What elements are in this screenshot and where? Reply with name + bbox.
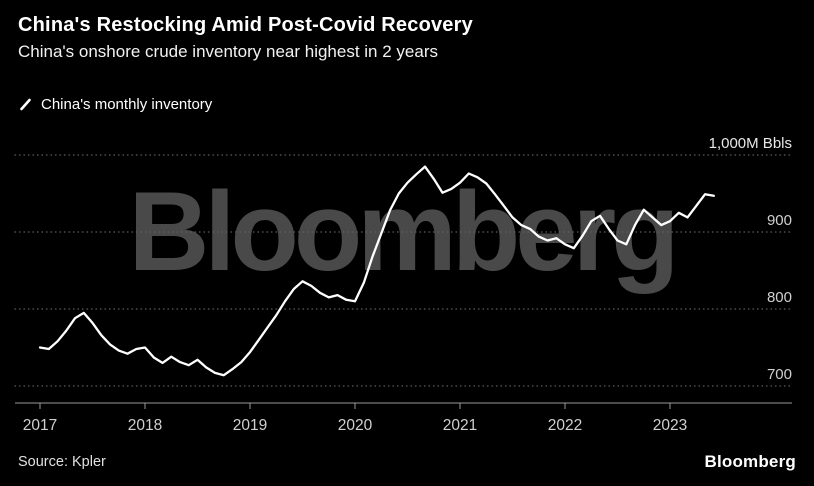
y-axis-label: 700 [767, 366, 792, 383]
legend-line-icon [20, 98, 31, 111]
x-axis-label: 2022 [548, 417, 582, 434]
legend: China's monthly inventory [18, 96, 212, 113]
chart-subtitle: China's onshore crude inventory near hig… [18, 42, 438, 61]
legend-label: China's monthly inventory [41, 96, 213, 113]
bloomberg-logo: Bloomberg [704, 452, 796, 471]
x-axis-label: 2020 [338, 417, 373, 434]
x-axis-label: 2023 [653, 417, 687, 434]
source-label: Source: Kpler [18, 454, 106, 470]
x-axis-label: 2017 [23, 417, 57, 434]
y-axis-label: 1,000M Bbls [709, 135, 792, 152]
x-axis-label: 2019 [233, 417, 267, 434]
x-axis-label: 2021 [443, 417, 477, 434]
y-axis-label: 800 [767, 289, 792, 306]
x-axis-label: 2018 [128, 417, 162, 434]
y-axis-label: 900 [767, 212, 792, 229]
chart-title: China's Restocking Amid Post-Covid Recov… [18, 14, 473, 36]
bloomberg-watermark: Bloomberg [128, 169, 679, 294]
